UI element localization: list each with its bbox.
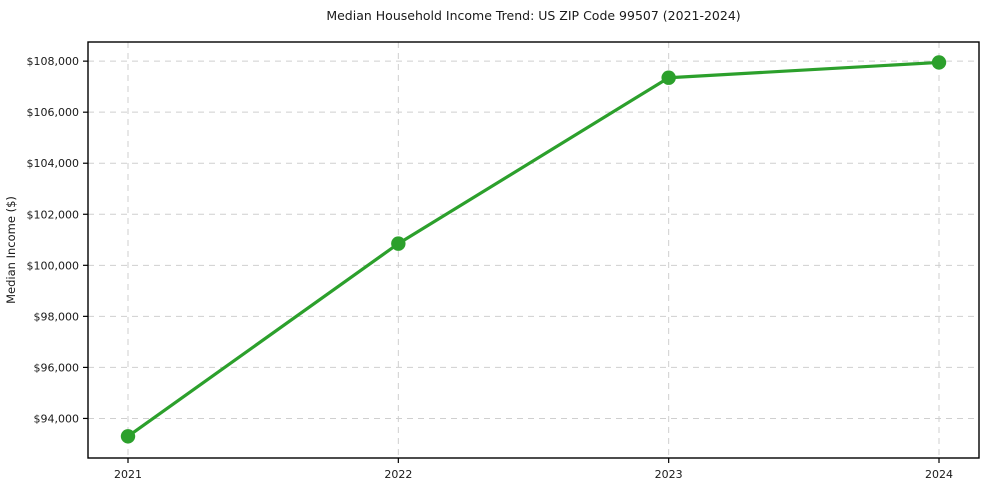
data-point-2021 [120,429,136,444]
y-tick-label: $100,000 [27,259,80,272]
trend-line [126,60,941,438]
x-tick-label: 2023 [655,468,683,481]
data-point-2024 [931,55,947,70]
chart-title: Median Household Income Trend: US ZIP Co… [326,8,741,23]
plot-frame [87,41,980,459]
x-tick-label: 2024 [925,468,953,481]
data-point-2023 [661,70,676,85]
x-tick-label: 2022 [384,468,412,481]
x-tick-label: 2021 [114,468,142,481]
y-tick-label: $102,000 [27,208,80,221]
y-tick-label: $106,000 [27,106,80,119]
y-axis-label: Median Income ($) [4,196,18,304]
y-tick-label: $98,000 [34,310,80,323]
y-tick-label: $94,000 [34,412,80,425]
data-point-2022 [391,236,406,251]
y-tick-label: $108,000 [27,55,80,68]
y-tick-label: $96,000 [34,361,80,374]
y-tick-label: $104,000 [27,157,80,170]
